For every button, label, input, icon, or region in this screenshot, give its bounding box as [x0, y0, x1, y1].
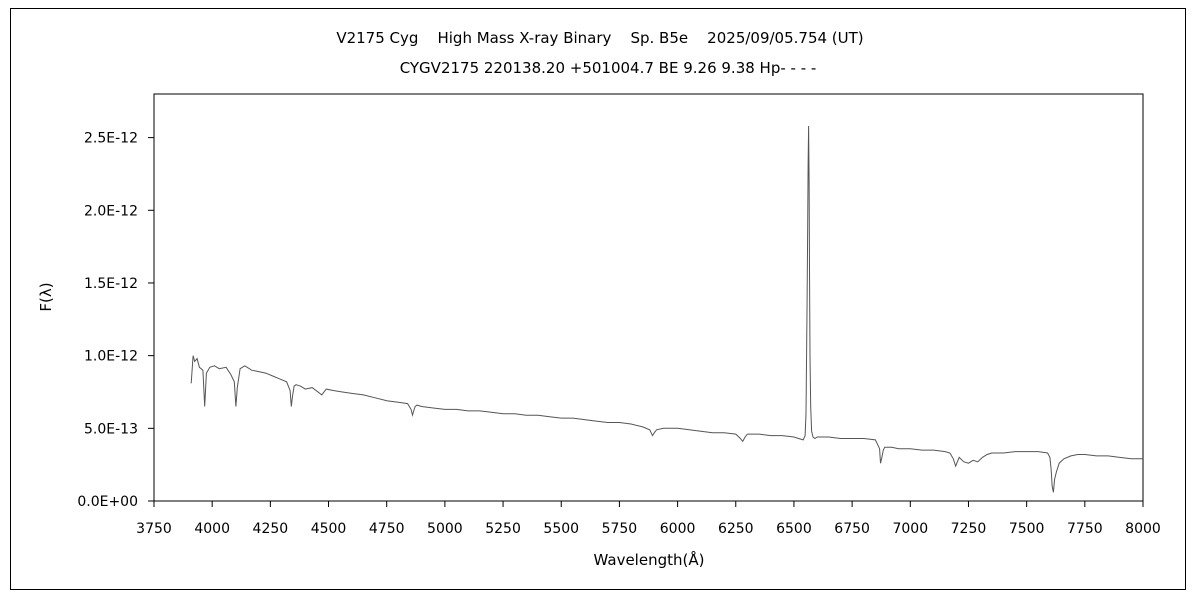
y-tick-label: 0.0E+00 — [77, 494, 138, 510]
x-tick-label: 7250 — [951, 521, 987, 537]
x-tick-label: 6250 — [718, 521, 754, 537]
x-tick-label: 7000 — [892, 521, 928, 537]
x-tick-label: 4750 — [369, 521, 405, 537]
y-tick-label: 1.0E-12 — [84, 349, 138, 365]
x-tick-label: 6500 — [776, 521, 812, 537]
x-tick-label: 4500 — [311, 521, 347, 537]
chart-title: V2175 Cyg High Mass X-ray Binary Sp. B5e… — [336, 29, 863, 47]
x-tick-label: 3750 — [136, 521, 172, 537]
chart-frame: V2175 Cyg High Mass X-ray Binary Sp. B5e… — [10, 8, 1186, 590]
x-tick-label: 7750 — [1067, 521, 1103, 537]
x-tick-label: 8000 — [1125, 521, 1161, 537]
x-tick-label: 5250 — [485, 521, 521, 537]
chart-subtitle: CYGV2175 220138.20 +501004.7 BE 9.26 9.3… — [400, 59, 817, 77]
y-axis-ticks: 0.0E+00 5.0E-13 1.0E-12 1.5E-12 2.0E-12 2.5E-… — [77, 131, 154, 510]
x-tick-label: 4000 — [194, 521, 230, 537]
y-tick-label: 5.0E-13 — [84, 421, 138, 437]
x-tick-label: 7500 — [1009, 521, 1045, 537]
y-tick-label: 2.5E-12 — [84, 131, 138, 147]
x-axis-label: Wavelength(Å) — [594, 550, 705, 569]
spectrum-series-line — [190, 125, 1143, 493]
x-tick-label: 5500 — [543, 521, 579, 537]
spectrum-chart: V2175 Cyg High Mass X-ray Binary Sp. B5e… — [37, 29, 1161, 569]
plot-area — [153, 93, 1144, 502]
x-tick-label: 5750 — [602, 521, 638, 537]
y-tick-label: 2.0E-12 — [84, 203, 138, 219]
y-axis-label: F(λ) — [37, 282, 55, 311]
x-tick-label: 6750 — [834, 521, 870, 537]
x-tick-label: 6000 — [660, 521, 696, 537]
y-tick-label: 1.5E-12 — [84, 276, 138, 292]
x-tick-label: 4250 — [253, 521, 289, 537]
x-tick-label: 5000 — [427, 521, 463, 537]
x-axis-ticks: 3750 4000 4250 4500 4750 5000 5250 5500 5750 6000… — [136, 501, 1161, 537]
